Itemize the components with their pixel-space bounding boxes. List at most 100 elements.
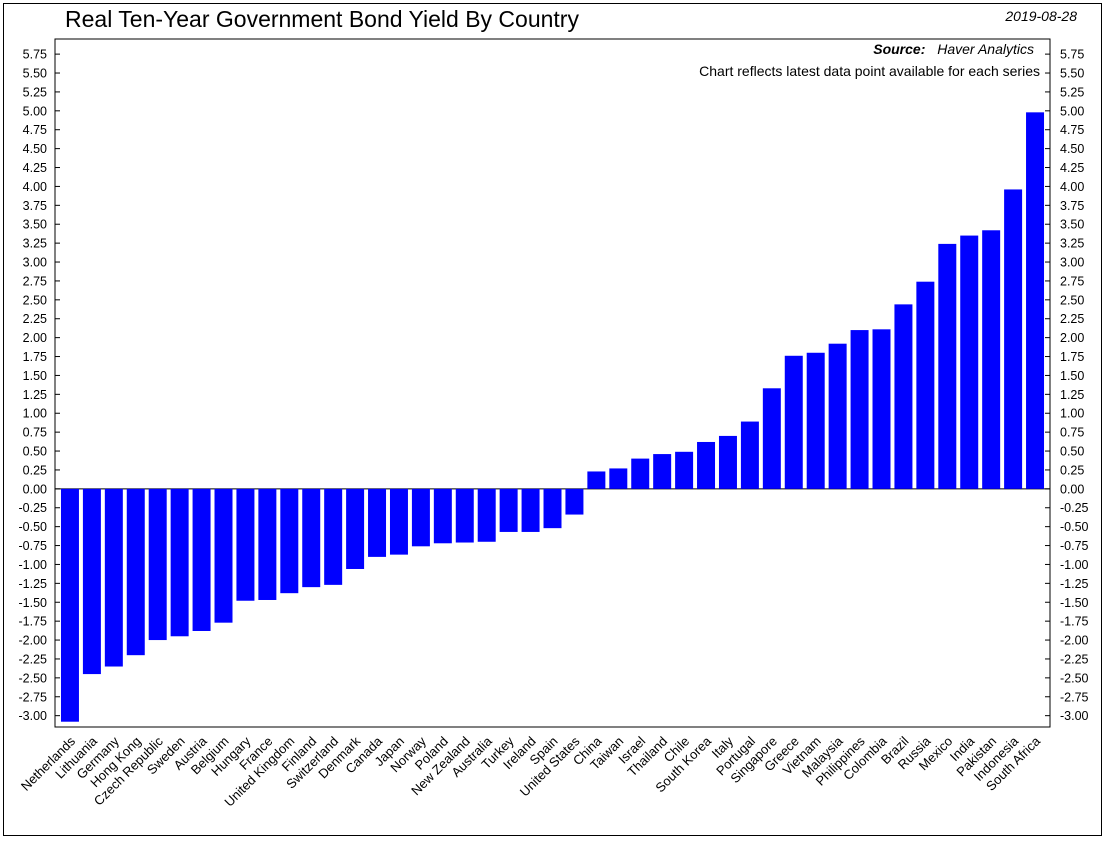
ytick-label-left: -1.75: [19, 615, 48, 629]
bar-france: [258, 488, 277, 600]
ytick-label-right: 2.50: [1060, 293, 1084, 307]
ytick-label-left: 3.00: [23, 256, 47, 270]
chart-title: Real Ten-Year Government Bond Yield By C…: [65, 6, 579, 32]
ytick-label-right: 4.75: [1060, 123, 1084, 137]
bar-vietnam: [806, 352, 825, 489]
ytick-label-left: -1.25: [19, 577, 48, 591]
chart-date: 2019-08-28: [1005, 8, 1077, 24]
ytick-label-left: 1.00: [23, 407, 47, 421]
ytick-label-right: -0.50: [1060, 520, 1089, 534]
ytick-label-right: -2.75: [1060, 690, 1089, 704]
ytick-label-right: 3.25: [1060, 237, 1084, 251]
ytick-label-left: 0.00: [23, 482, 47, 496]
ytick-label-left: -0.50: [19, 520, 48, 534]
bar-indonesia: [1004, 189, 1023, 489]
bar-portugal: [740, 421, 759, 489]
bar-china: [587, 471, 606, 489]
bar-lithuania: [82, 488, 101, 675]
ytick-label-left: -2.00: [19, 634, 48, 648]
ytick-label-right: 4.25: [1060, 161, 1084, 175]
bar-ireland: [521, 488, 540, 532]
ytick-label-right: 5.00: [1060, 104, 1084, 118]
ytick-label-right: 4.50: [1060, 142, 1084, 156]
bar-brazil: [894, 304, 913, 489]
ytick-label-left: 2.50: [23, 293, 47, 307]
ytick-label-left: 4.50: [23, 142, 47, 156]
ytick-label-left: -2.25: [19, 652, 48, 666]
ytick-label-left: -0.75: [19, 539, 48, 553]
bar-finland: [302, 488, 321, 588]
bar-norway: [411, 488, 430, 547]
bar-malaysia: [828, 343, 847, 489]
ytick-label-left: 3.75: [23, 199, 47, 213]
chart-frame: [3, 3, 1102, 836]
ytick-label-left: 4.00: [23, 180, 47, 194]
bar-russia: [916, 281, 935, 489]
ytick-label-right: -1.50: [1060, 596, 1089, 610]
ytick-label-right: 1.25: [1060, 388, 1084, 402]
ytick-label-left: -0.25: [19, 501, 48, 515]
ytick-label-left: 5.00: [23, 104, 47, 118]
ytick-label-left: 5.25: [23, 85, 47, 99]
bar-italy: [718, 435, 737, 489]
ytick-label-right: 0.25: [1060, 463, 1084, 477]
bar-philippines: [850, 330, 869, 489]
ytick-label-left: 0.25: [23, 463, 47, 477]
bar-greece: [784, 355, 803, 489]
ytick-label-left: 2.25: [23, 312, 47, 326]
ytick-label-left: -1.50: [19, 596, 48, 610]
ytick-label-left: 3.50: [23, 218, 47, 232]
source-label: Source:: [873, 41, 925, 57]
bar-india: [960, 235, 979, 489]
bar-australia: [477, 488, 496, 542]
bar-hungary: [236, 488, 255, 601]
ytick-label-left: -3.00: [19, 709, 48, 723]
bar-taiwan: [609, 468, 628, 489]
bar-united-states: [565, 488, 584, 515]
ytick-label-left: 1.25: [23, 388, 47, 402]
ytick-label-right: 2.75: [1060, 274, 1084, 288]
ytick-label-left: 2.00: [23, 331, 47, 345]
ytick-label-right: -0.75: [1060, 539, 1089, 553]
ytick-label-right: -1.25: [1060, 577, 1089, 591]
ytick-label-right: -3.00: [1060, 709, 1089, 723]
ytick-label-left: -1.00: [19, 558, 48, 572]
bar-thailand: [653, 454, 672, 489]
ytick-label-right: 3.50: [1060, 218, 1084, 232]
bar-czech-republic: [148, 488, 167, 641]
bar-united-kingdom: [280, 488, 299, 594]
bar-austria: [192, 488, 211, 631]
ytick-label-right: -2.00: [1060, 634, 1089, 648]
ytick-label-right: 2.00: [1060, 331, 1084, 345]
chart-note: Chart reflects latest data point availab…: [699, 63, 1040, 79]
ytick-label-right: 1.00: [1060, 407, 1084, 421]
ytick-label-right: 5.75: [1060, 48, 1084, 62]
ytick-label-left: 4.75: [23, 123, 47, 137]
bar-germany: [104, 488, 123, 667]
ytick-label-right: -1.75: [1060, 615, 1089, 629]
bar-pakistan: [982, 230, 1001, 489]
plot-area: [54, 38, 1051, 728]
ytick-label-left: 2.75: [23, 274, 47, 288]
bar-poland: [433, 488, 452, 544]
ytick-label-right: 1.50: [1060, 369, 1084, 383]
bar-israel: [631, 458, 650, 489]
ytick-label-right: -1.00: [1060, 558, 1089, 572]
ytick-label-left: -2.75: [19, 690, 48, 704]
ytick-label-right: -2.25: [1060, 652, 1089, 666]
bar-denmark: [346, 488, 365, 569]
ytick-label-right: 0.75: [1060, 426, 1084, 440]
ytick-label-right: 2.25: [1060, 312, 1084, 326]
ytick-label-left: 5.50: [23, 67, 47, 81]
source-value: Haver Analytics: [937, 41, 1034, 57]
ytick-label-left: 5.75: [23, 48, 47, 62]
ytick-label-right: -0.25: [1060, 501, 1089, 515]
ytick-label-right: 0.50: [1060, 445, 1084, 459]
ytick-label-left: 4.25: [23, 161, 47, 175]
bar-netherlands: [60, 488, 79, 722]
bar-sweden: [170, 488, 189, 637]
bar-belgium: [214, 488, 233, 623]
bar-colombia: [872, 329, 891, 489]
ytick-label-left: 0.75: [23, 426, 47, 440]
